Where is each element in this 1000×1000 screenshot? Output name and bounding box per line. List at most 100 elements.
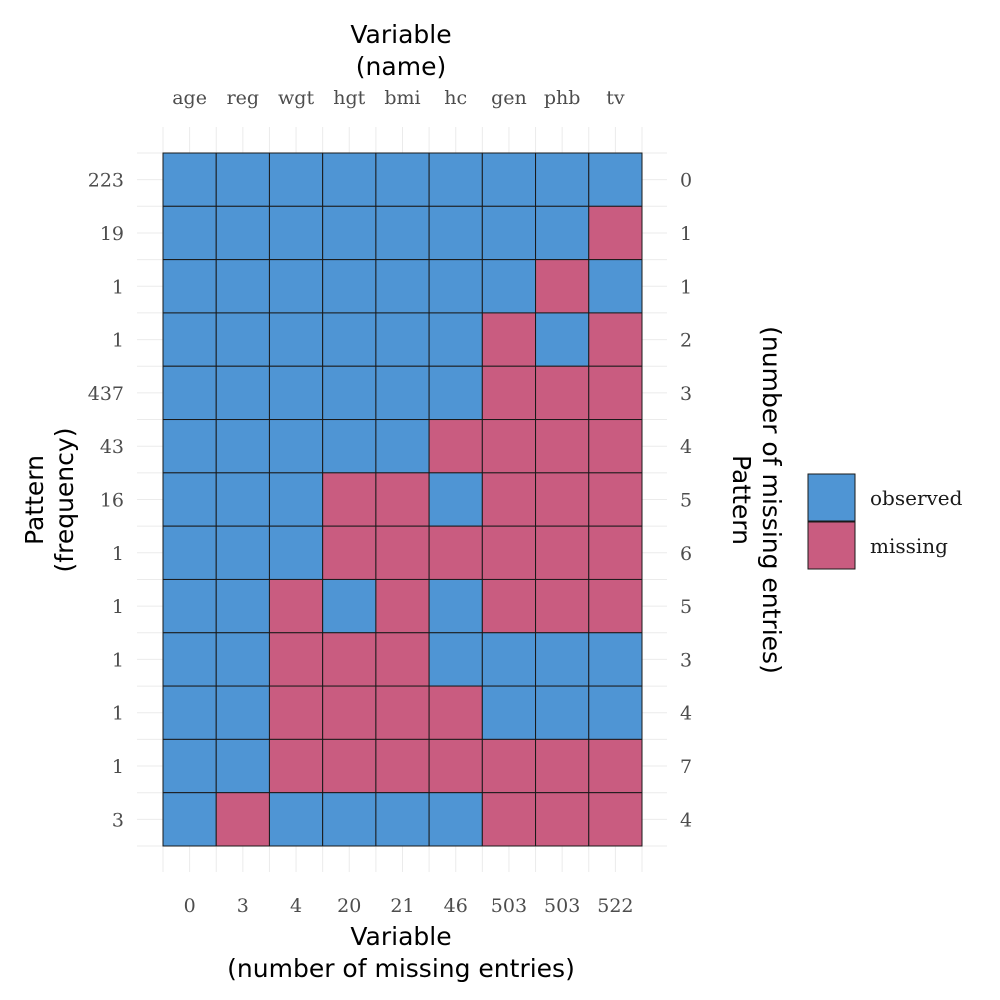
cell-missing-r4-gen (481, 365, 537, 421)
y-left-tick-row-0: 223 (88, 170, 124, 192)
x-top-tick-tv: tv (606, 87, 625, 109)
cell-observed-r8-hgt (322, 578, 377, 634)
cell-observed-r2-age (162, 259, 217, 314)
x-bottom-tick-hc: 46 (444, 895, 468, 917)
cell-observed-r0-tv (588, 152, 643, 207)
y-left-tick-row-4: 437 (88, 383, 124, 405)
cell-observed-r1-hgt (322, 205, 377, 261)
cell-missing-r11-wgt (268, 738, 324, 794)
cell-missing-r10-hgt (322, 685, 377, 740)
cell-missing-r3-gen (481, 312, 537, 367)
cell-missing-r6-phb (535, 472, 590, 527)
cell-missing-r2-phb (535, 259, 590, 314)
cell-missing-r12-tv (588, 792, 643, 847)
cell-observed-r2-wgt (268, 259, 324, 314)
cell-observed-r8-hc (428, 578, 483, 634)
cell-observed-r4-hgt (322, 365, 377, 421)
cell-missing-r8-bmi (375, 578, 430, 634)
cell-missing-r8-phb (535, 578, 590, 634)
cell-observed-r9-age (162, 632, 217, 687)
cell-observed-r4-age (162, 365, 217, 421)
cell-missing-r9-wgt (268, 632, 324, 687)
cell-missing-r10-hc (428, 685, 483, 740)
cell-observed-r10-phb (535, 685, 590, 740)
cell-observed-r11-reg (215, 738, 270, 794)
cell-observed-r1-reg (215, 205, 270, 261)
cell-missing-r9-hgt (322, 632, 377, 687)
cell-observed-r6-wgt (268, 472, 324, 527)
cell-missing-r6-hgt (322, 472, 377, 527)
top-title-line-1: Variable (350, 20, 451, 49)
y-left-tick-row-3: 1 (112, 330, 124, 352)
cell-observed-r6-age (162, 472, 217, 527)
cell-missing-r7-bmi (375, 525, 430, 580)
cell-missing-r11-hc (428, 738, 483, 794)
cell-observed-r3-wgt (268, 312, 324, 367)
cell-missing-r7-phb (535, 525, 590, 580)
cell-observed-r12-hgt (322, 792, 377, 847)
y-right-tick-row-2: 1 (680, 276, 692, 298)
cell-missing-r6-tv (588, 472, 643, 527)
cell-observed-r5-hgt (322, 419, 377, 474)
cell-observed-r10-tv (588, 685, 643, 740)
x-bottom-tick-age: 0 (184, 895, 196, 917)
cell-observed-r3-hc (428, 312, 483, 367)
cell-observed-r9-phb (535, 632, 590, 687)
pattern-cells (162, 152, 643, 847)
y-right-tick-row-10: 4 (680, 703, 692, 725)
cell-missing-r9-bmi (375, 632, 430, 687)
cell-observed-r1-gen (481, 205, 537, 261)
right-title-line-2: (number of missing entries) (757, 326, 786, 674)
cell-observed-r9-gen (481, 632, 537, 687)
x-bottom-tick-wgt: 4 (290, 895, 302, 917)
cell-observed-r9-reg (215, 632, 270, 687)
cell-missing-r11-phb (535, 738, 590, 794)
cell-missing-r7-hgt (322, 525, 377, 580)
legend-label-missing: missing (870, 534, 948, 558)
left-title-line-2: (frequency) (50, 428, 79, 573)
y-left-tick-row-11: 1 (112, 756, 124, 778)
cell-observed-r1-hc (428, 205, 483, 261)
y-left-tick-row-9: 1 (112, 649, 124, 671)
cell-missing-r3-tv (588, 312, 643, 367)
y-right-tick-row-7: 6 (680, 543, 692, 565)
cell-observed-r1-wgt (268, 205, 324, 261)
cell-missing-r11-bmi (375, 738, 430, 794)
cell-observed-r12-hc (428, 792, 483, 847)
cell-observed-r2-gen (481, 259, 537, 314)
cell-observed-r12-age (162, 792, 217, 847)
left-title-line-1: Pattern (20, 455, 49, 545)
cell-observed-r4-hc (428, 365, 483, 421)
cell-observed-r7-age (162, 525, 217, 580)
cell-observed-r1-age (162, 205, 217, 261)
y-left-tick-row-10: 1 (112, 703, 124, 725)
x-top-tick-age: age (172, 87, 207, 109)
cell-missing-r12-gen (481, 792, 537, 847)
x-bottom-tick-reg: 3 (237, 895, 249, 917)
bottom-title-line-1: Variable (350, 922, 451, 951)
cell-observed-r5-wgt (268, 419, 324, 474)
cell-missing-r6-bmi (375, 472, 430, 527)
cell-observed-r6-reg (215, 472, 270, 527)
cell-missing-r11-gen (481, 738, 537, 794)
cell-observed-r3-reg (215, 312, 270, 367)
tick-labels: age reg wgt hgt bmi hc gen phb tv0 3 4 20 21 46 503 503… (88, 87, 692, 917)
cell-observed-r3-bmi (375, 312, 430, 367)
cell-observed-r2-reg (215, 259, 270, 314)
cell-observed-r1-phb (535, 205, 590, 261)
x-bottom-tick-bmi: 21 (390, 895, 414, 917)
cell-observed-r3-age (162, 312, 217, 367)
cell-missing-r7-tv (588, 525, 643, 580)
cell-observed-r9-tv (588, 632, 643, 687)
y-left-tick-row-7: 1 (112, 543, 124, 565)
bottom-title-line-2: (number of missing entries) (227, 954, 575, 983)
cell-missing-r5-phb (535, 419, 590, 474)
cell-observed-r4-wgt (268, 365, 324, 421)
legend-swatch-missing (807, 521, 856, 570)
y-left-tick-row-8: 1 (112, 596, 124, 618)
cell-missing-r7-gen (481, 525, 537, 580)
y-right-tick-row-8: 5 (680, 596, 692, 618)
cell-observed-r8-reg (215, 578, 270, 634)
cell-missing-r5-tv (588, 419, 643, 474)
